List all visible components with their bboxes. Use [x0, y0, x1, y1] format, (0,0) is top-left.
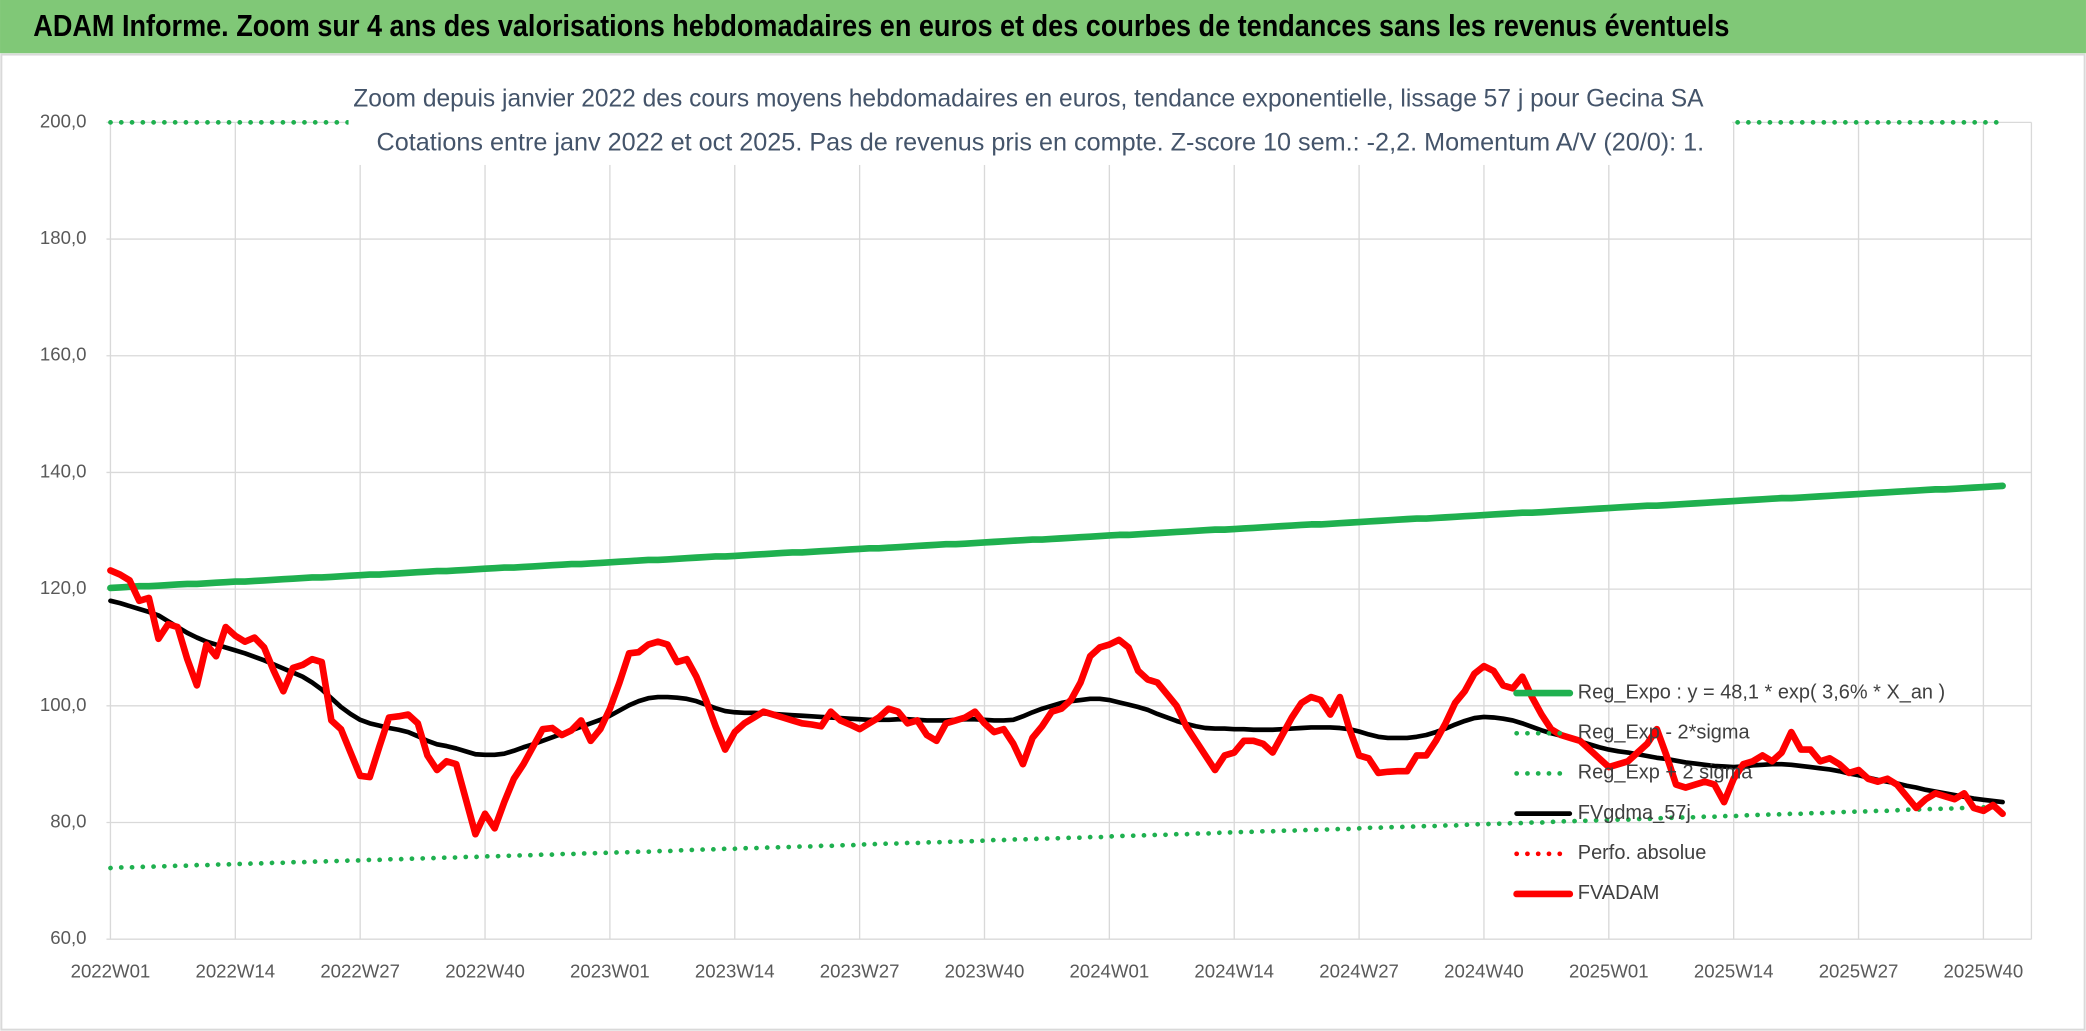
- legend-label: Reg_Expo : y = 48,1 * exp( 3,6% * X_an ): [1578, 681, 1945, 703]
- x-tick-label: 2024W40: [1444, 960, 1524, 981]
- header-bar: [0, 0, 2086, 54]
- y-tick-label: 60,0: [50, 927, 86, 948]
- x-tick-label: 2023W01: [570, 960, 650, 981]
- y-tick-label: 120,0: [40, 577, 87, 598]
- y-tick-label: 180,0: [40, 227, 87, 248]
- legend-label: FVgdma_57j: [1578, 802, 1691, 824]
- y-tick-label: 80,0: [50, 810, 86, 831]
- series-line: [108, 804, 2005, 871]
- legend-label: Reg_Exp + 2 sigma: [1578, 762, 1753, 784]
- y-tick-label: 100,0: [40, 694, 87, 715]
- x-tick-label: 2025W01: [1569, 960, 1649, 981]
- x-tick-label: 2023W40: [945, 960, 1025, 981]
- series-line: [107, 567, 2006, 838]
- x-tick-label: 2024W27: [1319, 960, 1399, 981]
- x-tick-label: 2022W40: [445, 960, 525, 981]
- grid: 60,0 80,0 100,0 120,0 140,0 160,0 180,0 200,0 20…: [40, 110, 2033, 981]
- series-line: [107, 482, 2006, 592]
- y-tick-label: 140,0: [40, 460, 87, 481]
- x-tick-label: 2022W27: [320, 960, 400, 981]
- legend-label: FVADAM: [1578, 882, 1660, 904]
- legend: Reg_Expo : y = 48,1 * exp( 3,6% * X_an )…: [1513, 681, 1945, 904]
- chart-title: Zoom depuis janvier 2022 des cours moyen…: [353, 84, 1703, 112]
- x-tick-label: 2023W27: [820, 960, 900, 981]
- y-tick-label: 200,0: [40, 110, 87, 131]
- x-tick-label: 2025W14: [1694, 960, 1774, 981]
- x-tick-label: 2023W14: [695, 960, 775, 981]
- x-tick-label: 2025W27: [1819, 960, 1899, 981]
- page-title: ADAM Informe. Zoom sur 4 ans des valoris…: [33, 9, 1729, 43]
- chart-subtitle: Cotations entre janv 2022 et oct 2025. P…: [377, 128, 1705, 156]
- x-tick-label: 2024W01: [1070, 960, 1150, 981]
- y-tick-label: 160,0: [40, 344, 87, 365]
- x-tick-label: 2025W40: [1944, 960, 2024, 981]
- legend-label: Perfo. absolue: [1578, 842, 1707, 864]
- x-tick-label: 2024W14: [1194, 960, 1274, 981]
- x-tick-label: 2022W14: [195, 960, 275, 981]
- x-tick-label: 2022W01: [71, 960, 151, 981]
- title-box: [348, 79, 1733, 165]
- legend-label: Reg_Exp - 2*sigma: [1578, 722, 1751, 744]
